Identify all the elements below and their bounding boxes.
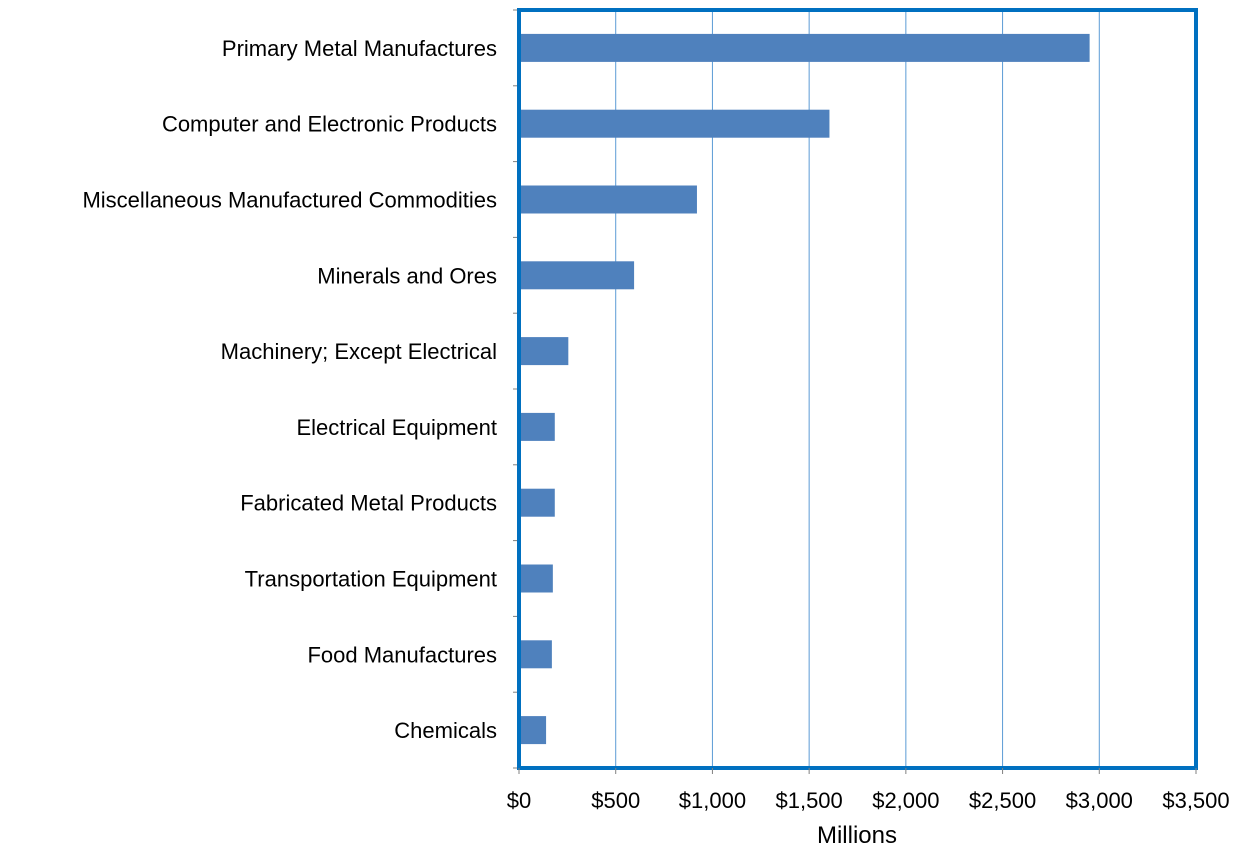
x-tick-label: $3,500 (1162, 788, 1229, 813)
x-tick-label: $1,500 (775, 788, 842, 813)
bar (519, 488, 555, 517)
category-label: Minerals and Ores (317, 263, 497, 288)
bar (519, 412, 555, 441)
bar (519, 640, 552, 669)
x-tick-label: $2,000 (872, 788, 939, 813)
bar (519, 337, 569, 366)
category-label: Machinery; Except Electrical (221, 339, 497, 364)
bar (519, 109, 830, 138)
bar (519, 564, 553, 593)
x-tick-label: $2,500 (969, 788, 1036, 813)
category-label: Primary Metal Manufactures (222, 36, 497, 61)
bar (519, 261, 635, 290)
x-tick-label: $3,000 (1066, 788, 1133, 813)
x-tick-label: $500 (591, 788, 640, 813)
x-tick-label: $0 (507, 788, 531, 813)
bar (519, 33, 1090, 62)
category-label: Fabricated Metal Products (240, 491, 497, 516)
category-label: Computer and Electronic Products (162, 112, 497, 137)
bar (519, 716, 547, 745)
category-label: Electrical Equipment (296, 415, 497, 440)
category-label: Transportation Equipment (245, 567, 497, 592)
bars (519, 33, 1090, 745)
x-axis-title: Millions (817, 822, 897, 846)
category-label: Food Manufactures (307, 642, 497, 667)
bar (519, 185, 697, 214)
x-tick-labels: $0 $500 $1,000 $1,500 $2,000 $2,500 $3,000 $3,5… (507, 788, 1230, 813)
category-labels: Primary Metal Manufactures Computer and E… (82, 36, 497, 743)
plot-border (517, 8, 1198, 770)
category-label: Chemicals (394, 718, 497, 743)
category-label: Miscellaneous Manufactured Commodities (82, 188, 497, 213)
x-tick-label: $1,000 (679, 788, 746, 813)
plot-frame (513, 8, 1198, 774)
